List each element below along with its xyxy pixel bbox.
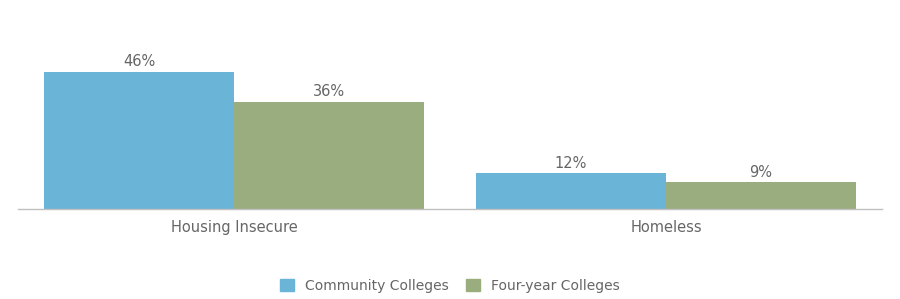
Bar <box>666 182 856 209</box>
Text: 46%: 46% <box>122 54 155 69</box>
Text: 12%: 12% <box>554 156 587 171</box>
Bar <box>476 173 666 209</box>
Text: 9%: 9% <box>750 165 772 180</box>
Text: 36%: 36% <box>313 84 345 99</box>
Bar <box>44 72 234 209</box>
Legend: Community Colleges, Four-year Colleges: Community Colleges, Four-year Colleges <box>281 279 619 292</box>
Bar <box>234 102 424 209</box>
